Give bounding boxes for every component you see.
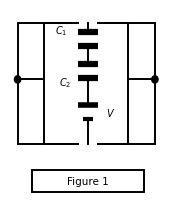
FancyBboxPatch shape: [32, 170, 144, 192]
Circle shape: [14, 76, 21, 84]
Text: $V$: $V$: [106, 106, 116, 118]
Text: $C_2$: $C_2$: [59, 76, 71, 90]
Text: Figure 1: Figure 1: [67, 176, 109, 186]
Circle shape: [152, 76, 158, 84]
Text: $C_1$: $C_1$: [55, 24, 68, 38]
